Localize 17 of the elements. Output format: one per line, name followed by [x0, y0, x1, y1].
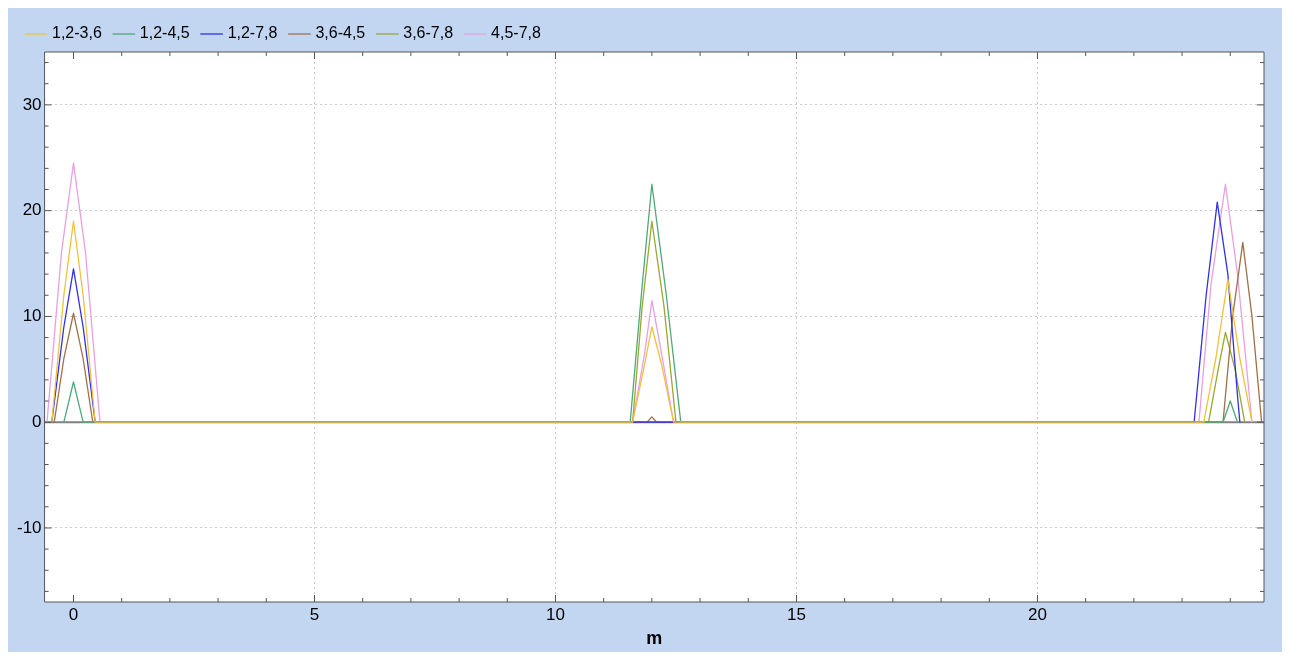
legend-label: 1,2-3,6	[52, 24, 102, 42]
y-tick-label: -10	[16, 517, 42, 537]
x-tick-label: 0	[68, 604, 79, 624]
x-axis-title: m	[646, 628, 663, 649]
x-tick-label: 10	[546, 604, 565, 624]
legend-label: 1,2-4,5	[139, 24, 190, 42]
legend-label: 4,5-7,8	[491, 24, 541, 42]
x-tick-label: 15	[787, 604, 806, 624]
legend-label: 1,2-7,8	[227, 24, 278, 42]
y-tick-label: 10	[22, 306, 42, 326]
y-tick-label: 0	[32, 411, 42, 431]
y-tick-label: 30	[22, 94, 42, 114]
y-tick-label: 20	[22, 200, 42, 220]
x-tick-label: 5	[309, 604, 320, 624]
legend-label: 3,6-7,8	[403, 24, 454, 42]
legend-label: 3,6-4,5	[315, 24, 366, 42]
x-tick-label: 20	[1028, 604, 1047, 624]
